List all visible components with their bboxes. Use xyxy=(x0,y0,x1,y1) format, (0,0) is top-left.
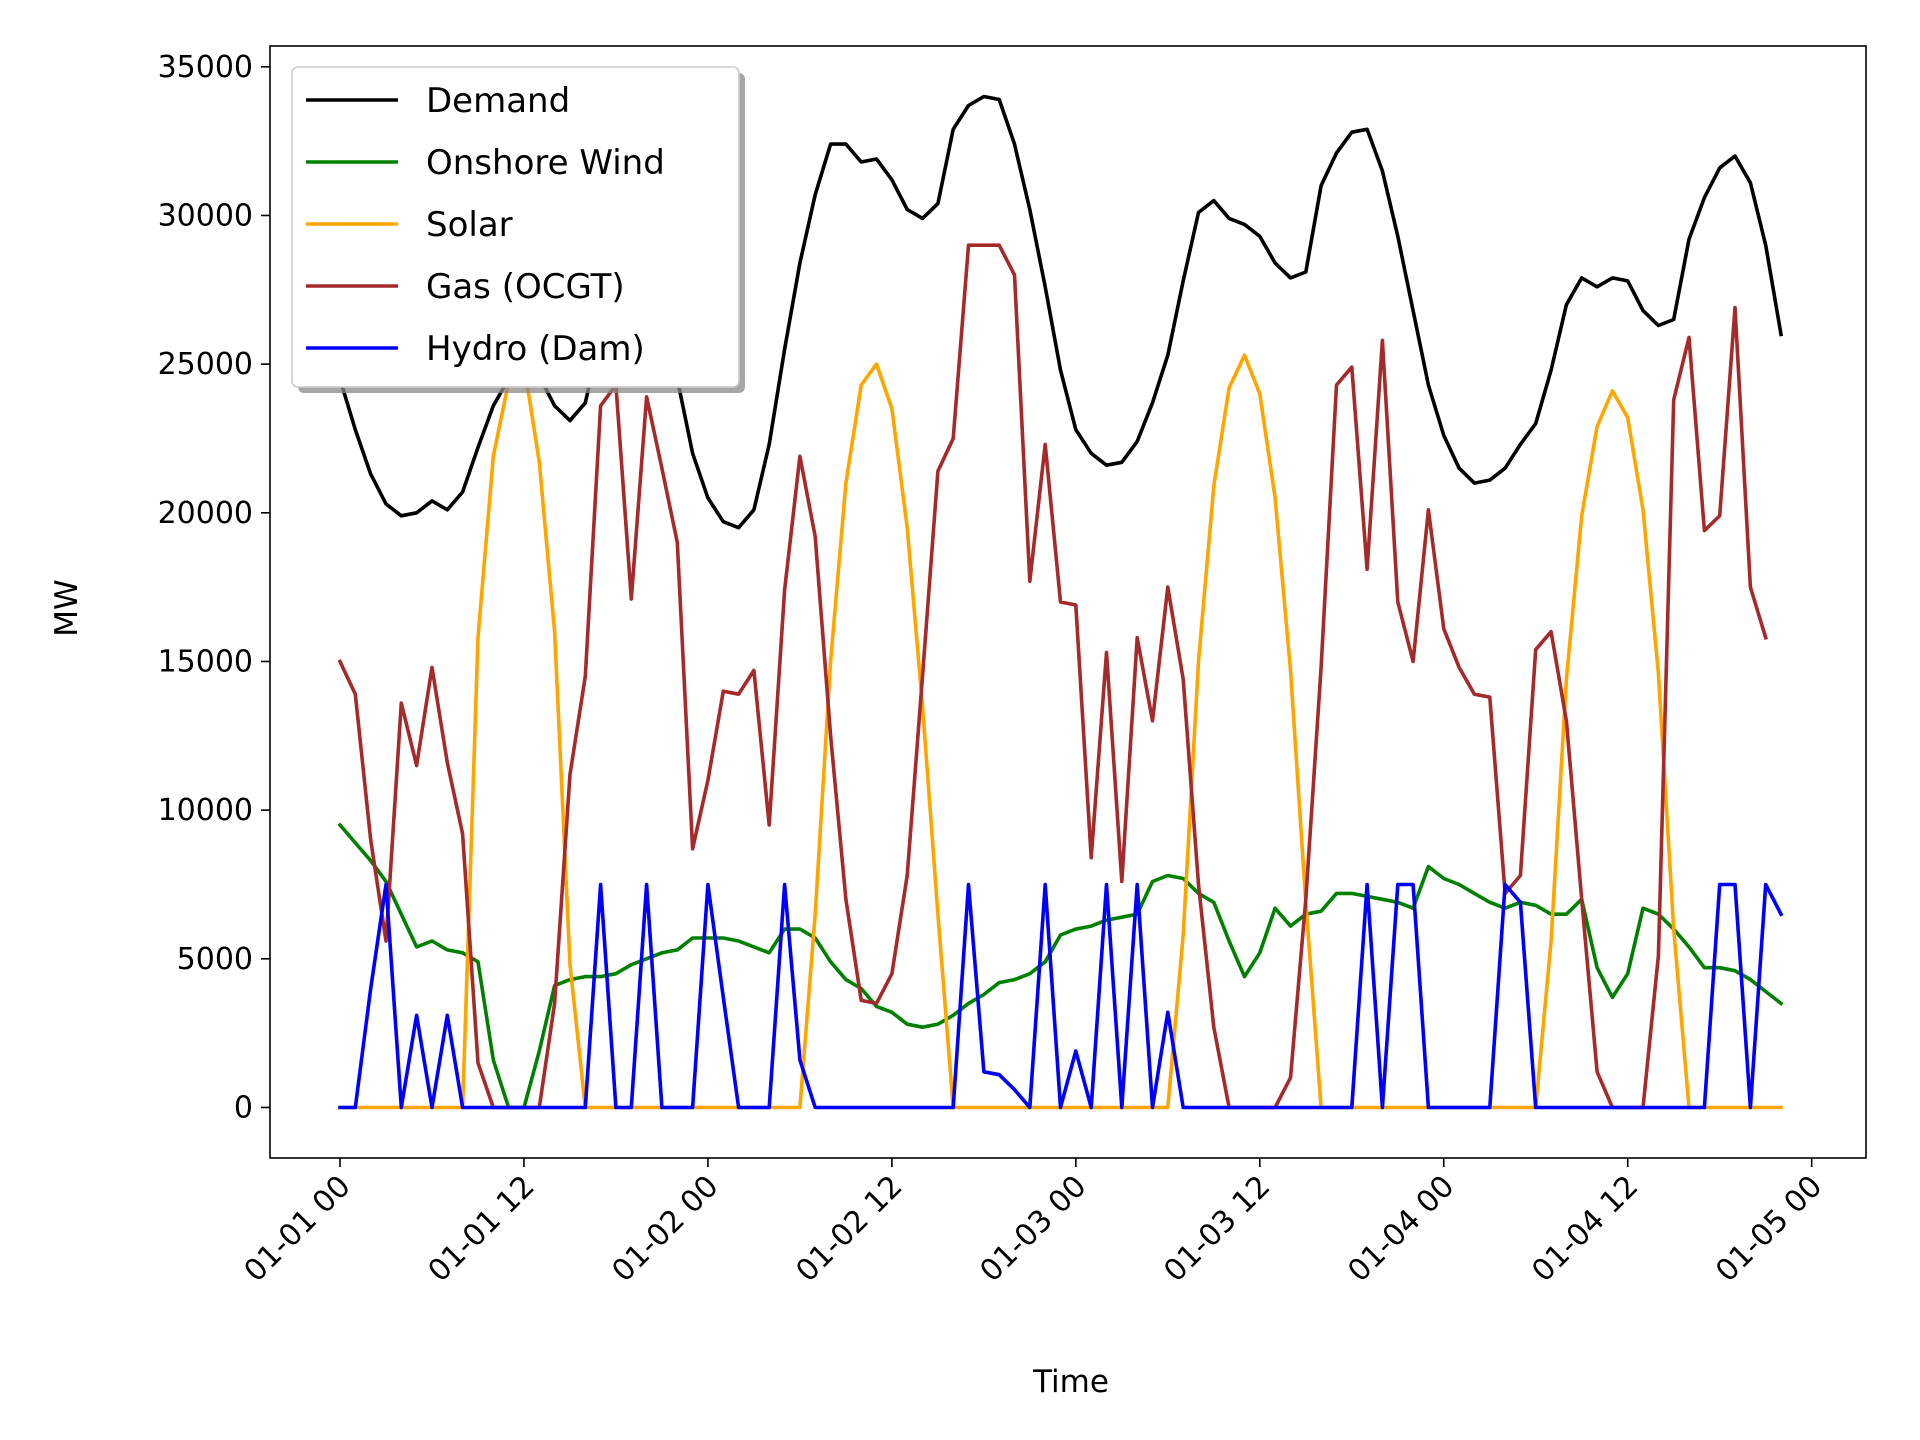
x-axis-label: Time xyxy=(1032,1364,1109,1400)
legend: Demand Onshore Wind Solar Gas (OCGT) Hydro (… xyxy=(291,66,745,393)
y-tick-label: 25000 xyxy=(158,347,253,382)
y-tick-label: 0 xyxy=(234,1090,253,1125)
y-tick-label: 20000 xyxy=(158,496,253,531)
series-line-onshore-wind xyxy=(337,822,1784,1110)
legend-label: Onshore Wind xyxy=(426,143,665,183)
legend-label: Demand xyxy=(426,81,570,121)
y-tick-label: 15000 xyxy=(158,644,253,679)
legend-box xyxy=(291,66,740,388)
legend-label: Solar xyxy=(426,205,513,245)
series-line-gas-ocgt xyxy=(337,243,1768,1110)
y-tick-label: 35000 xyxy=(158,50,253,85)
legend-label: Gas (OCGT) xyxy=(426,267,625,307)
y-axis-label: MW xyxy=(49,579,85,636)
series-layer xyxy=(337,94,1784,1110)
series-line-demand xyxy=(337,94,1784,530)
plot-frame xyxy=(269,45,1867,1159)
y-tick-label: 10000 xyxy=(158,793,253,828)
y-tick-label: 30000 xyxy=(158,198,253,233)
y-tick-label: 5000 xyxy=(177,942,253,977)
legend-label: Hydro (Dam) xyxy=(426,329,645,369)
series-line-hydro-dam xyxy=(338,882,1784,1110)
